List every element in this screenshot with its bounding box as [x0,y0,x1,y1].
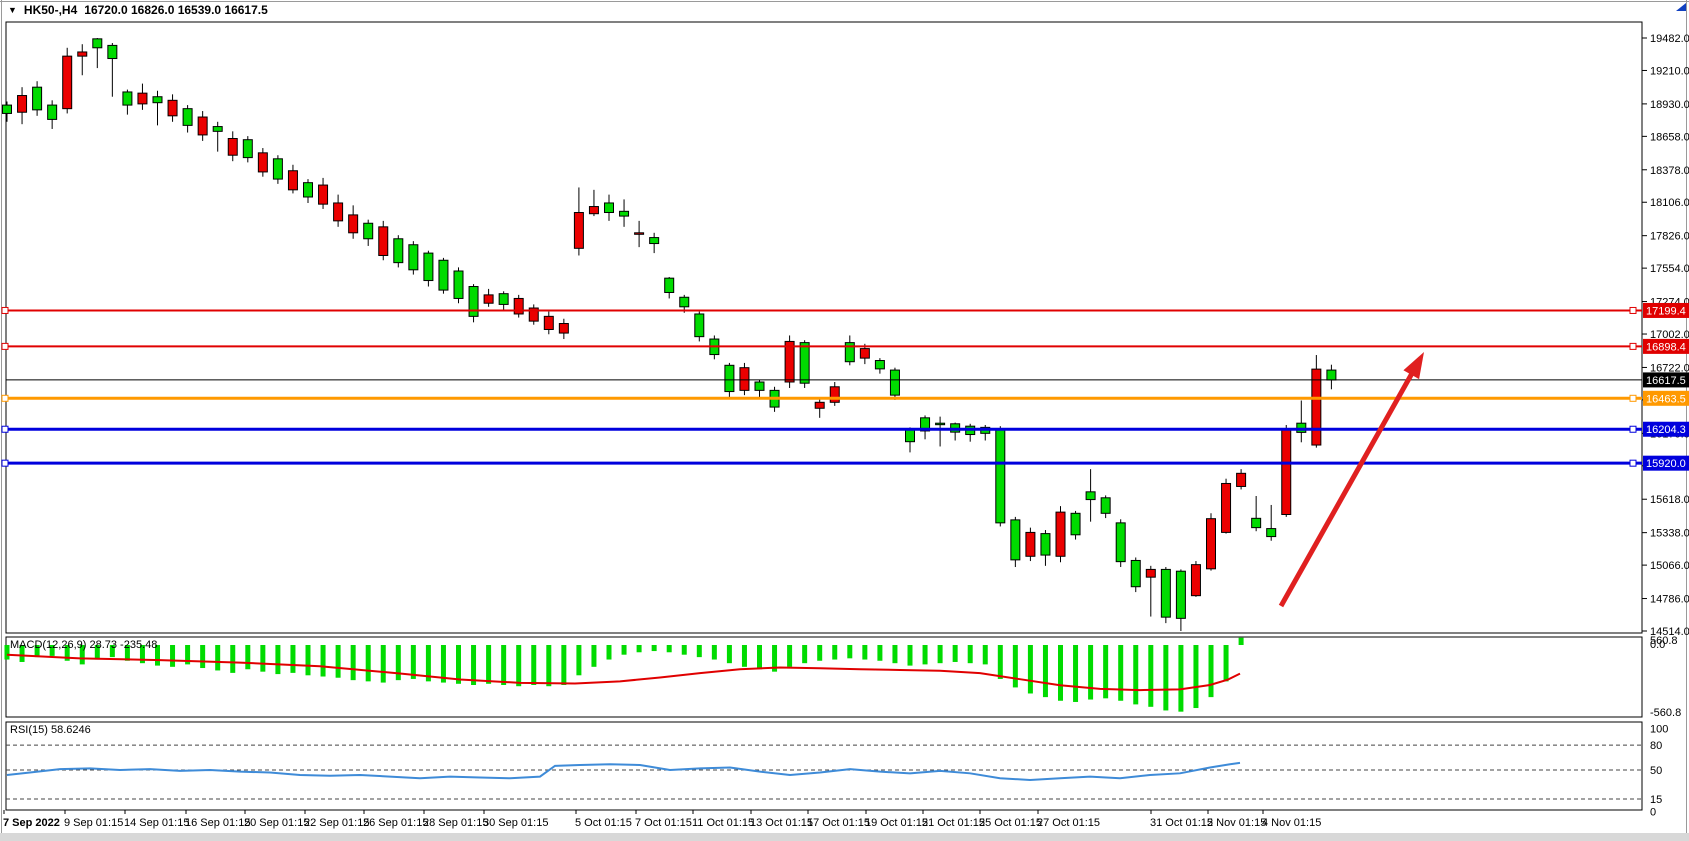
svg-text:17 Oct 01:15: 17 Oct 01:15 [807,817,870,829]
hline-16204.3[interactable]: 16204.3 [1,421,1689,437]
svg-text:-560.8: -560.8 [1650,707,1681,719]
svg-text:20 Sep 01:15: 20 Sep 01:15 [244,817,309,829]
svg-text:15618.0: 15618.0 [1650,494,1689,506]
svg-text:19 Oct 01:15: 19 Oct 01:15 [865,817,928,829]
svg-text:18930.0: 18930.0 [1650,99,1689,111]
panel-frames [5,21,1643,811]
macd-signal-line [6,653,1241,692]
svg-text:7 Sep 2022: 7 Sep 2022 [3,817,60,829]
svg-text:50: 50 [1650,765,1662,777]
svg-text:14514.0: 14514.0 [1650,626,1689,638]
svg-text:13 Oct 01:15: 13 Oct 01:15 [750,817,813,829]
svg-text:17826.0: 17826.0 [1650,231,1689,243]
svg-text:15338.0: 15338.0 [1650,528,1689,540]
svg-text:17002.0: 17002.0 [1650,329,1689,341]
svg-text:0.0: 0.0 [1650,639,1665,651]
svg-text:22 Sep 01:15: 22 Sep 01:15 [304,817,369,829]
symbol-dropdown-icon[interactable]: ▼ [8,5,17,15]
chart-title: ▼ HK50-,H4 16720.0 16826.0 16539.0 16617… [8,3,268,17]
svg-text:11 Oct 01:15: 11 Oct 01:15 [692,817,754,829]
svg-text:31 Oct 01:15: 31 Oct 01:15 [1150,817,1213,829]
scroll-corner-icon [1676,3,1686,11]
rsi-indicator-label: RSI(15) 58.6246 [10,724,91,736]
svg-text:19482.0: 19482.0 [1650,33,1689,45]
svg-text:18106.0: 18106.0 [1650,197,1689,209]
svg-text:15: 15 [1650,794,1662,806]
svg-text:19210.0: 19210.0 [1650,65,1689,77]
svg-text:16 Sep 01:15: 16 Sep 01:15 [185,817,250,829]
hline-16617.5[interactable]: 16617.5 [6,372,1689,388]
svg-text:80: 80 [1650,740,1662,752]
svg-text:100: 100 [1650,724,1668,736]
svg-text:18378.0: 18378.0 [1650,165,1689,177]
svg-text:17199.4: 17199.4 [1646,305,1686,317]
rsi-axis: 100 80 50 150 [1650,724,1668,819]
svg-text:17554.0: 17554.0 [1650,263,1689,275]
svg-text:18658.0: 18658.0 [1650,131,1689,143]
macd-histogram [4,637,1244,712]
svg-text:14786.0: 14786.0 [1650,594,1689,606]
hline-15920.0[interactable]: 15920.0 [1,455,1689,471]
title-ohlc-values: 16720.0 16826.0 16539.0 16617.5 [84,3,268,17]
svg-text:9 Sep 01:15: 9 Sep 01:15 [64,817,123,829]
svg-text:0: 0 [1650,806,1656,818]
svg-text:30 Sep 01:15: 30 Sep 01:15 [483,817,548,829]
macd-axis: 560.80.0 -560.8 [1650,635,1681,719]
svg-text:15066.0: 15066.0 [1650,560,1689,572]
price-axis: 19482.0 19210.0 18930.0 18658.0 18378.0 18106… [1642,33,1689,638]
trend-arrow[interactable] [1278,352,1424,608]
svg-text:26 Sep 01:15: 26 Sep 01:15 [363,817,428,829]
svg-text:21 Oct 01:15: 21 Oct 01:15 [922,817,985,829]
svg-text:16463.5: 16463.5 [1646,393,1686,405]
svg-text:28 Sep 01:15: 28 Sep 01:15 [423,817,488,829]
symbol-period-label: HK50-,H4 [23,3,78,17]
svg-text:560.8: 560.8 [1650,635,1678,647]
svg-text:4 Nov 01:15: 4 Nov 01:15 [1262,817,1321,829]
svg-text:16898.4: 16898.4 [1646,341,1686,353]
hline-16898.4[interactable]: 16898.4 [1,338,1689,354]
macd-indicator-label: MACD(12,26,9) 28.73 -235.48 [10,639,158,651]
svg-text:25 Oct 01:15: 25 Oct 01:15 [979,817,1042,829]
candles [2,38,1337,632]
svg-text:27 Oct 01:15: 27 Oct 01:15 [1037,817,1100,829]
hline-16463.5[interactable]: 16463.5 [1,390,1689,406]
svg-text:5 Oct 01:15: 5 Oct 01:15 [575,817,632,829]
svg-text:7 Oct 01:15: 7 Oct 01:15 [635,817,692,829]
svg-text:14 Sep 01:15: 14 Sep 01:15 [124,817,189,829]
rsi-line [6,761,1241,781]
svg-text:16204.3: 16204.3 [1646,424,1686,436]
hline-17199.4[interactable]: 17199.4 [1,302,1689,318]
svg-text:15920.0: 15920.0 [1646,458,1686,470]
svg-text:2 Nov 01:15: 2 Nov 01:15 [1207,817,1266,829]
svg-text:16617.5: 16617.5 [1646,375,1686,387]
svg-text:16722.0: 16722.0 [1650,362,1689,374]
